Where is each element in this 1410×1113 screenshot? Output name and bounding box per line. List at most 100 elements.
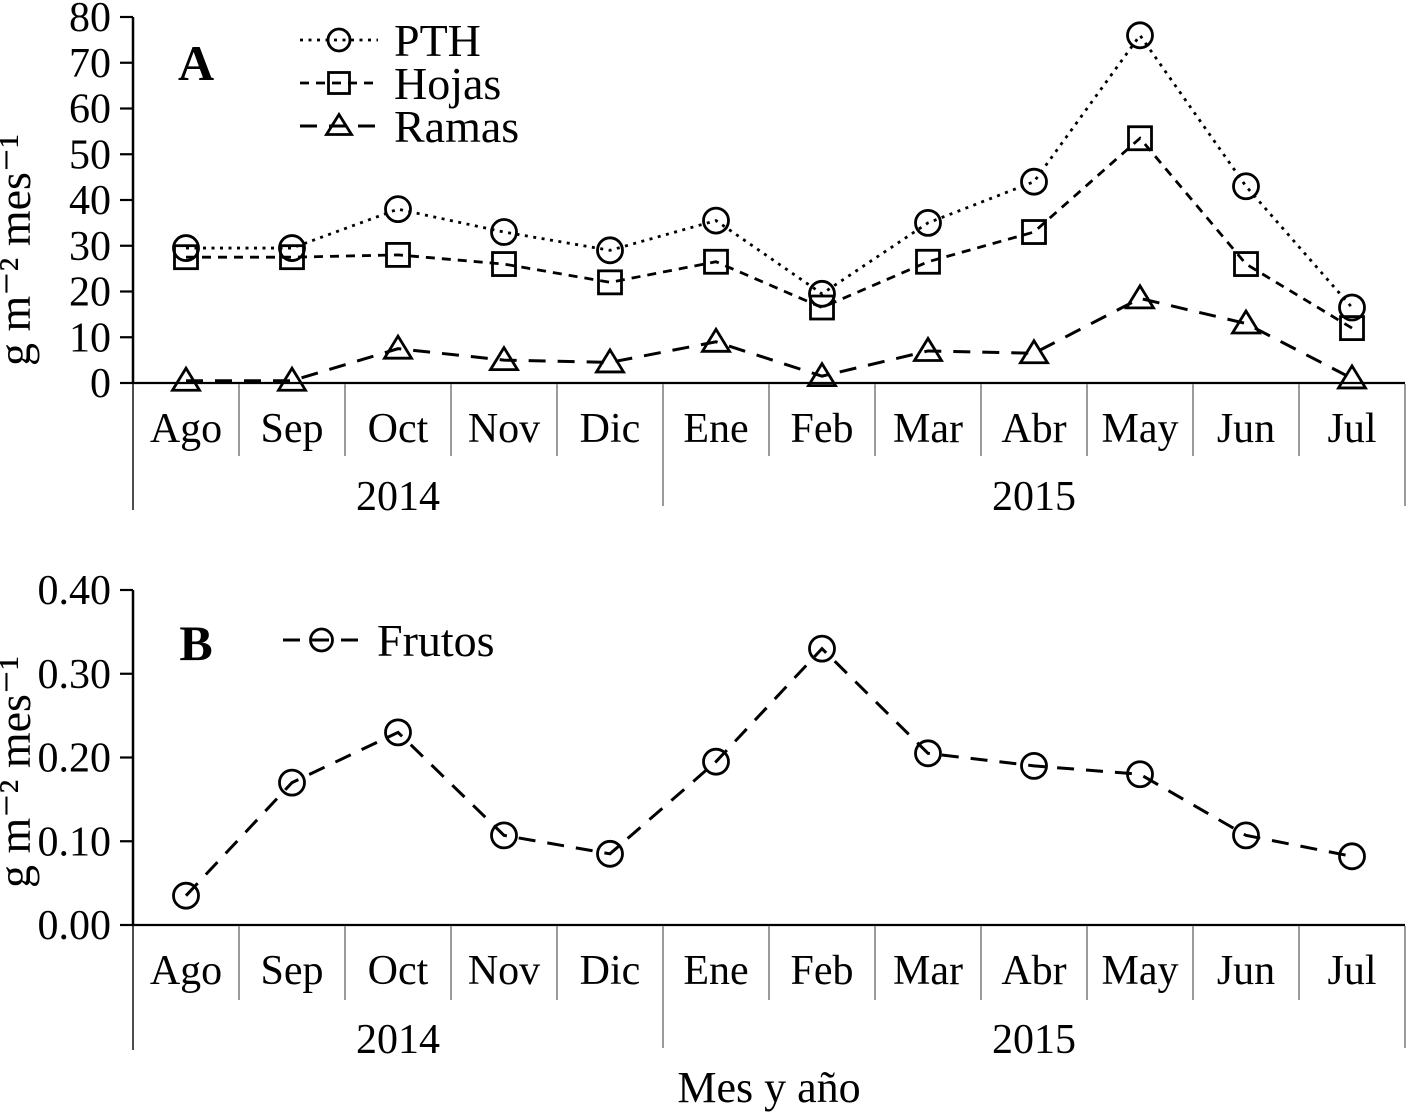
y-tick-label-A: 40 <box>69 178 111 224</box>
ramas-marker <box>381 333 415 360</box>
y-tick-label-A: 10 <box>69 315 111 361</box>
month-label-A: Ene <box>683 406 748 452</box>
y-tick-label-A: 20 <box>69 270 111 316</box>
ramas-marker <box>699 326 733 353</box>
pth-marker <box>1338 293 1366 322</box>
month-label-A: Ago <box>150 406 222 452</box>
month-label-B: Abr <box>1001 948 1066 994</box>
hojas-marker <box>1339 315 1365 342</box>
month-label-A: Nov <box>468 406 540 452</box>
ramas-marker <box>1229 308 1263 335</box>
frutos-marker <box>172 881 200 910</box>
legend-label-ramas: Ramas <box>394 101 519 152</box>
ramas-marker <box>805 360 839 388</box>
hojas-marker <box>279 244 305 271</box>
y-tick-label-B: 0.40 <box>38 568 112 614</box>
legend-marker-hojas <box>327 71 351 95</box>
legend-label-hojas: Hojas <box>394 58 501 109</box>
frutos-marker <box>702 747 730 776</box>
ramas-marker <box>275 365 309 392</box>
frutos-line <box>184 646 1353 897</box>
month-label-A: Feb <box>791 406 854 452</box>
frutos-marker <box>1126 760 1154 789</box>
hojas-marker <box>1021 219 1047 245</box>
hojas-marker <box>1233 251 1259 277</box>
y-tick-label-B: 0.10 <box>38 819 112 865</box>
month-label-B: Mar <box>893 948 963 994</box>
legend-marker-ramas <box>323 111 355 136</box>
month-label-B: Feb <box>791 948 854 994</box>
hojas-marker <box>385 241 411 268</box>
month-label-B: Ago <box>150 948 222 994</box>
month-label-A: Jul <box>1327 406 1376 452</box>
frutos-marker <box>596 839 624 868</box>
pth-marker <box>1020 167 1048 196</box>
hojas-line <box>186 136 1353 330</box>
pth-marker <box>1232 172 1260 201</box>
y-tick-label-B: 0.30 <box>38 652 112 698</box>
month-label-A: Sep <box>261 406 324 452</box>
month-label-B: May <box>1102 948 1179 994</box>
month-label-A: Jun <box>1217 406 1275 452</box>
month-label-B: Oct <box>368 948 429 994</box>
frutos-marker <box>1338 842 1366 871</box>
legend-label-frutos: Frutos <box>377 615 495 666</box>
month-label-B: Jul <box>1327 948 1376 994</box>
frutos-marker <box>490 821 518 850</box>
pth-marker <box>914 208 942 237</box>
frutos-marker <box>808 634 836 663</box>
hojas-marker <box>491 251 517 277</box>
panel-label-A: A <box>178 35 214 91</box>
pth-marker <box>702 206 730 235</box>
ramas-line <box>186 296 1353 383</box>
pth-marker <box>596 236 624 265</box>
y-tick-label-A: 70 <box>69 41 111 87</box>
year-label-A: 2014 <box>356 474 440 520</box>
pth-line <box>186 32 1354 309</box>
month-label-A: Oct <box>368 406 429 452</box>
pth-marker <box>490 218 518 246</box>
month-label-B: Ene <box>683 948 748 994</box>
ramas-marker <box>593 347 627 374</box>
frutos-marker <box>914 739 942 768</box>
legend-label-pth: PTH <box>394 15 481 66</box>
y-tick-label-B: 0.00 <box>38 903 112 949</box>
month-label-A: Abr <box>1001 406 1066 452</box>
y-tick-label-A: 60 <box>69 87 111 133</box>
frutos-marker <box>278 768 306 797</box>
y-tick-label-A: 30 <box>69 224 111 270</box>
panel-label-B: B <box>179 615 212 671</box>
hojas-marker <box>173 244 199 271</box>
hojas-marker <box>915 248 941 275</box>
ramas-marker <box>1335 363 1369 390</box>
ramas-marker <box>169 365 203 392</box>
y-axis-title-A: g m⁻² mes⁻¹ <box>0 134 40 366</box>
pth-marker <box>1126 21 1154 50</box>
month-label-A: Mar <box>893 406 963 452</box>
ramas-marker <box>487 344 521 372</box>
month-label-B: Dic <box>580 948 641 994</box>
year-label-B: 2014 <box>356 1017 440 1063</box>
ramas-marker <box>1017 338 1051 365</box>
legend-marker-frutos <box>309 627 334 653</box>
y-tick-label-A: 50 <box>69 132 111 178</box>
hojas-marker <box>597 269 623 296</box>
ramas-marker <box>911 335 945 362</box>
month-label-A: Dic <box>580 406 641 452</box>
frutos-marker <box>1020 751 1048 780</box>
hojas-marker <box>703 248 729 275</box>
y-tick-label-B: 0.20 <box>38 736 112 782</box>
y-axis-title-B: g m⁻² mes⁻¹ <box>0 656 40 888</box>
y-tick-label-A: 0 <box>90 361 111 407</box>
hojas-marker <box>1127 125 1153 152</box>
y-tick-label-A: 80 <box>69 0 111 41</box>
month-label-B: Nov <box>468 948 540 994</box>
year-label-B: 2015 <box>992 1017 1076 1063</box>
year-label-A: 2015 <box>992 474 1076 520</box>
hojas-marker <box>809 294 835 321</box>
legend-marker-pth <box>326 27 352 53</box>
frutos-marker <box>1232 821 1260 850</box>
month-label-B: Sep <box>261 948 324 994</box>
